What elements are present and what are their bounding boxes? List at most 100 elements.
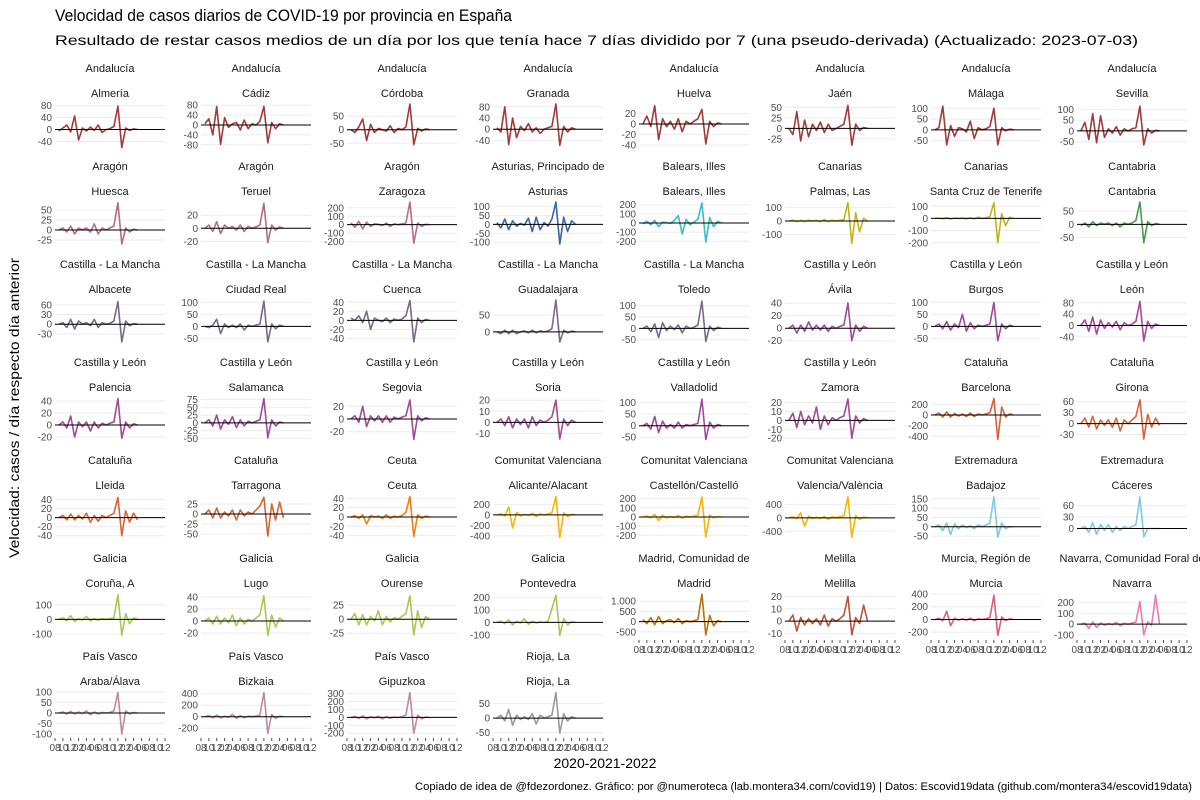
y-tick-label: -100 <box>324 721 344 732</box>
x-tick-label: 02 <box>511 743 523 754</box>
y-tick-label: -500 <box>616 627 636 638</box>
y-tick-label: 200 <box>911 602 928 613</box>
y-tick-label: -200 <box>324 729 344 740</box>
strip-province: Palmas, Las <box>810 186 871 198</box>
y-tick-label: 0 <box>46 615 52 626</box>
y-tick-label: -25 <box>38 236 53 247</box>
y-tick-label: 100 <box>473 202 490 213</box>
y-tick-label: -50 <box>914 136 929 147</box>
x-tick-label: 10 <box>1126 645 1138 656</box>
x-tick-label: 02 <box>949 645 961 656</box>
y-tick-label: 40 <box>41 397 53 408</box>
series-line <box>788 104 868 146</box>
strip-province: Palencia <box>89 382 132 394</box>
y-tick-label: 100 <box>327 705 344 716</box>
strip-province: Cuenca <box>383 284 422 296</box>
x-tick-label: 08 <box>728 645 740 656</box>
y-tick-label: -40 <box>476 136 491 147</box>
strip-province: Lleida <box>95 480 125 492</box>
strip-region: Cataluña <box>88 455 133 467</box>
x-tick-label: 06 <box>1158 645 1170 656</box>
panel-melilla: MelillaMelilla20100-10081012020406081012… <box>768 554 901 656</box>
y-tick-label: 0 <box>776 416 782 427</box>
strip-province: Balears, Illes <box>663 186 726 198</box>
strip-region: Cantabria <box>1108 161 1157 173</box>
strip-region: Extremadura <box>1101 455 1165 467</box>
series-line <box>1080 594 1161 636</box>
x-tick-label: 02 <box>996 645 1008 656</box>
y-tick-label: 50 <box>917 310 929 321</box>
y-tick-label: -100 <box>32 730 52 741</box>
x-tick-label: 04 <box>373 743 385 754</box>
y-tick-label: 20 <box>625 109 637 120</box>
x-tick-label: 04 <box>1004 645 1016 656</box>
y-tick-label: -50 <box>622 433 637 444</box>
x-tick-label: 06 <box>282 743 294 754</box>
x-tick-label: 12 <box>503 743 515 754</box>
strip-region: Asturias, Principado de <box>491 161 604 173</box>
x-tick-label: 02 <box>558 743 570 754</box>
y-tick-label: 20 <box>187 605 199 616</box>
panel-teruel: Aragón Teruel 20 0 -20 <box>184 162 311 248</box>
y-tick-label: -400 <box>470 531 490 542</box>
series-line <box>496 399 576 440</box>
y-tick-label: -100 <box>908 226 928 237</box>
y-tick-label: -50 <box>330 139 345 150</box>
y-tick-label: -20 <box>622 130 637 141</box>
strip-region: Cataluña <box>234 455 279 467</box>
y-tick-label: 100 <box>473 606 490 617</box>
y-tick-label: 300 <box>327 689 344 700</box>
strip-province: Cantabria <box>1108 186 1157 198</box>
y-tick-label: 100 <box>911 104 928 115</box>
strip-province: Almería <box>91 88 130 100</box>
series-line <box>58 202 138 245</box>
y-tick-label: -50 <box>184 434 199 445</box>
strip-province: Málaga <box>968 88 1005 100</box>
strip-province: Ourense <box>381 578 423 590</box>
panel-cantabria: Cantabria Cantabria 50 0 -50 <box>1060 161 1187 244</box>
x-tick-label: 08 <box>243 743 255 754</box>
y-tick-label: -100 <box>32 629 52 640</box>
strip-region: Aragón <box>384 161 419 173</box>
panel-navarra: Navarra, Comunidad Foral deNavarra200100… <box>1054 553 1200 656</box>
y-tick-label: 0 <box>776 617 782 628</box>
y-tick-label: 0 <box>776 216 782 227</box>
y-tick-label: 50 <box>479 699 491 710</box>
y-tick-label: 100 <box>327 212 344 223</box>
x-tick-label: 06 <box>235 743 247 754</box>
x-tick-label: 12 <box>597 743 609 754</box>
panel-gipuzkoa: País VascoGipuzkoa3002001000-100-2000810… <box>324 652 463 754</box>
panel-asturias: Asturias, Principado de Asturias 100500-50… <box>470 161 605 249</box>
x-tick-label: 04 <box>420 743 432 754</box>
y-tick-label: -50 <box>476 229 491 240</box>
y-tick-label: -100 <box>616 522 636 533</box>
x-tick-label: 02 <box>1095 645 1107 656</box>
y-tick-label: 50 <box>187 310 199 321</box>
y-axis-label: Velocidad: casos / día respecto día ante… <box>6 258 22 558</box>
y-tick-label: 0 <box>192 322 198 333</box>
y-tick-label: -20 <box>330 522 345 533</box>
x-tick-label: 10 <box>542 743 554 754</box>
y-tick-label: -200 <box>908 421 928 432</box>
strip-region: Cataluña <box>964 357 1009 369</box>
strip-province: Toledo <box>678 284 710 296</box>
y-tick-label: -30 <box>1060 430 1075 441</box>
strip-province: Rioja, La <box>526 676 570 688</box>
y-tick-label: 80 <box>41 101 53 112</box>
strip-province: Cáceres <box>1112 480 1153 492</box>
x-tick-label: 12 <box>696 645 708 656</box>
x-tick-label: 04 <box>128 743 140 754</box>
strip-region: Navarra, Comunidad Foral de <box>1060 553 1200 565</box>
x-tick-label: 08 <box>1166 645 1178 656</box>
y-tick-label: -10 <box>768 629 783 640</box>
strip-province: Guadalajara <box>518 284 579 296</box>
x-tick-label: 08 <box>779 645 791 656</box>
y-tick-label: 0 <box>484 418 490 429</box>
y-tick-label: -50 <box>38 719 53 730</box>
x-tick-label: 04 <box>858 645 870 656</box>
y-tick-label: 0 <box>484 125 490 136</box>
y-tick-label: 20 <box>771 398 783 409</box>
